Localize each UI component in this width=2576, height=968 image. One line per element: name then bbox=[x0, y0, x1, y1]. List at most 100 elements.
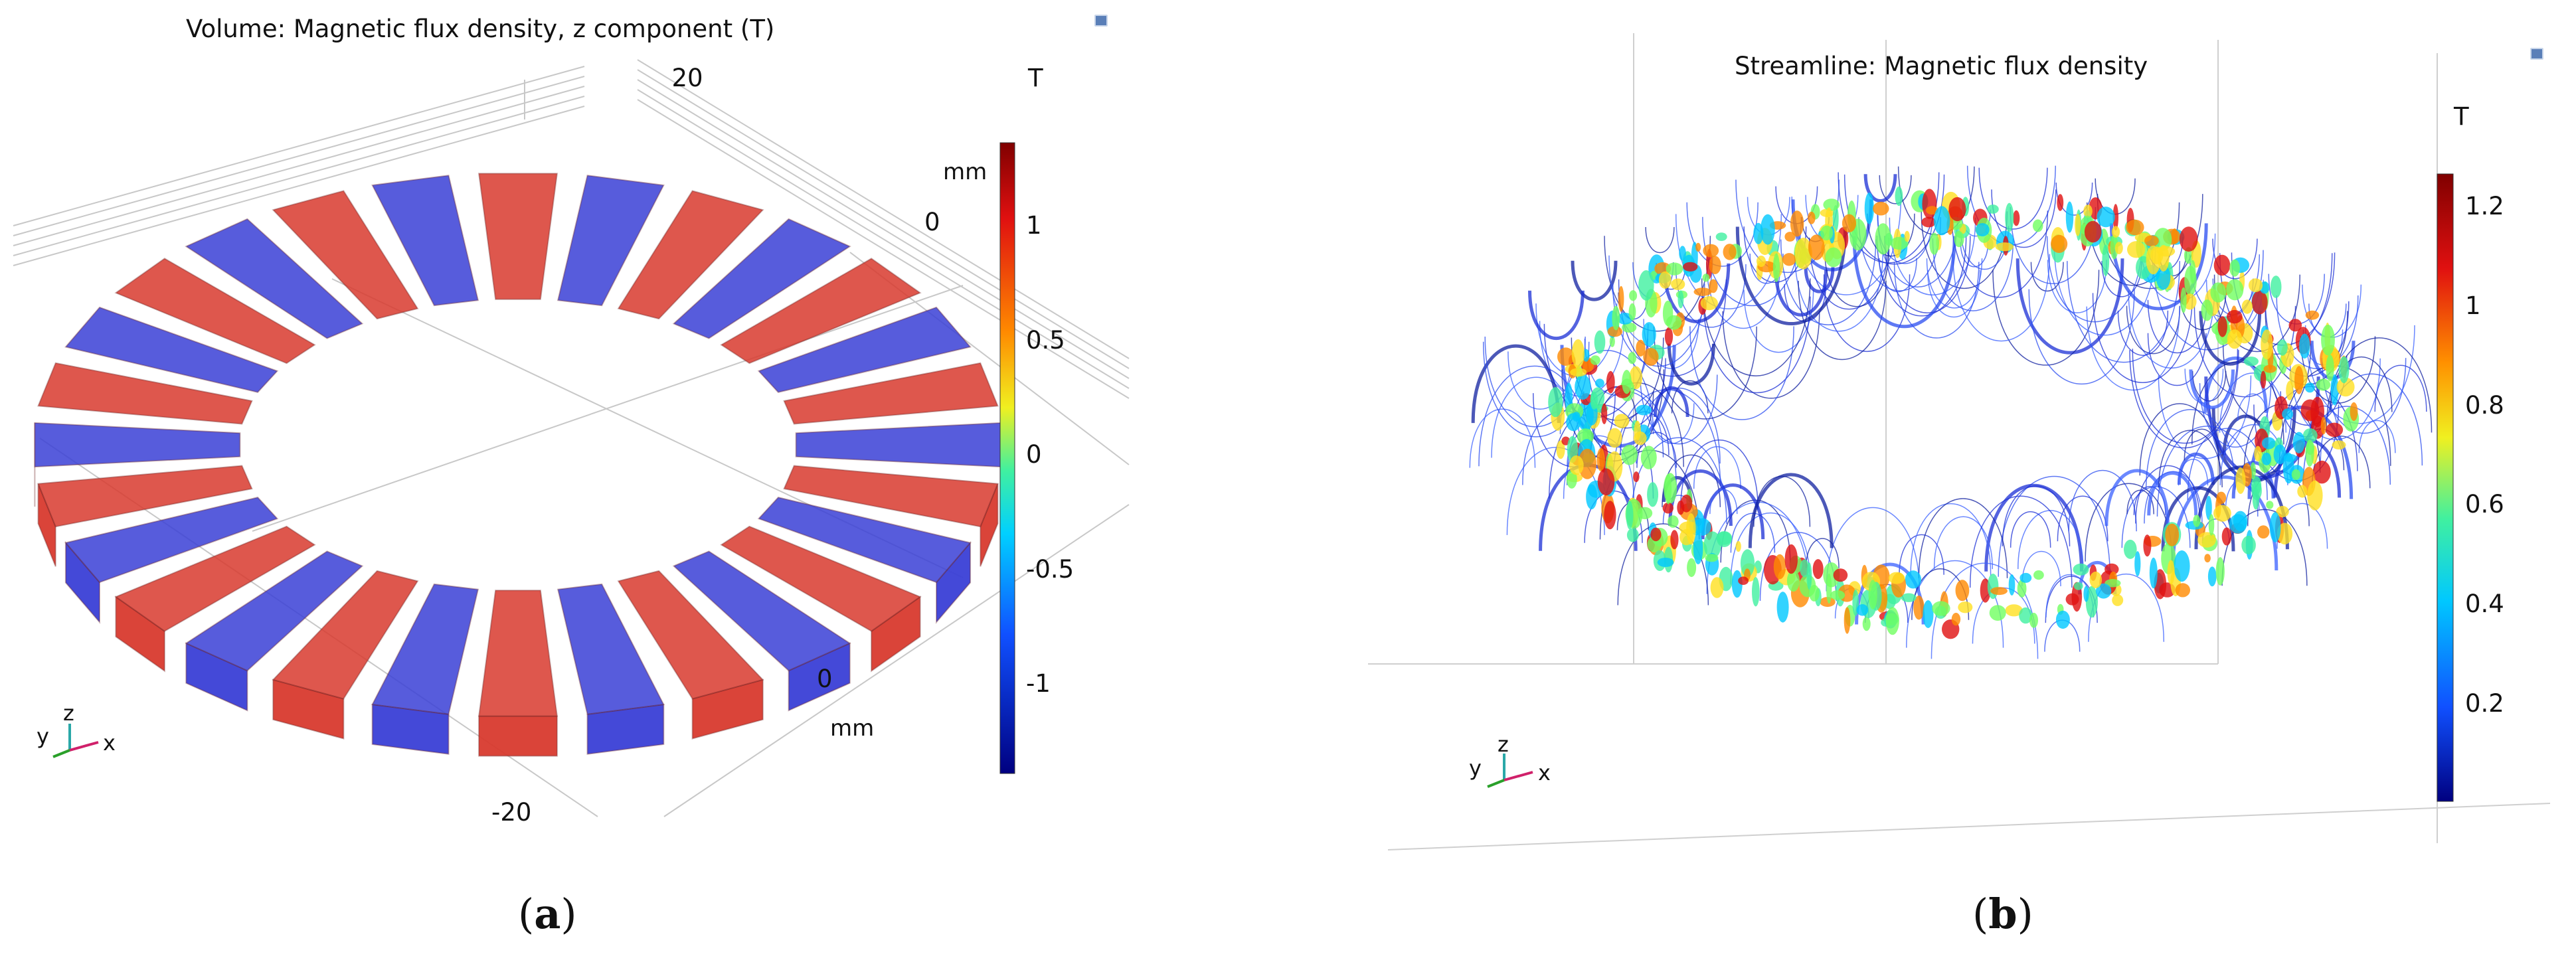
streamline bbox=[1824, 248, 1890, 307]
flux-segment bbox=[1989, 605, 2006, 621]
flux-segment bbox=[1864, 193, 1874, 224]
flux-segment bbox=[1595, 378, 1604, 388]
flux-segment bbox=[2075, 213, 2081, 236]
flux-segment bbox=[1808, 234, 1825, 260]
flux-segment bbox=[2216, 491, 2227, 505]
magnet-block bbox=[672, 550, 851, 672]
flux-segment bbox=[1820, 225, 1834, 240]
magnet-ring bbox=[34, 173, 1002, 757]
flux-segment bbox=[1622, 370, 1632, 394]
flux-segment bbox=[2204, 554, 2211, 563]
streamline bbox=[1571, 260, 1618, 301]
streamline bbox=[1899, 534, 1944, 575]
caption-a: (a) bbox=[518, 890, 577, 938]
flux-segment bbox=[2180, 287, 2187, 313]
flux-segment bbox=[2302, 428, 2318, 443]
flux-segment bbox=[2210, 282, 2227, 303]
flux-segment bbox=[2089, 571, 2103, 588]
flux-segment bbox=[1926, 206, 1938, 215]
flux-segment bbox=[2207, 566, 2217, 587]
flux-segment bbox=[2291, 469, 2300, 481]
flux-segment bbox=[1693, 287, 1712, 296]
streamline bbox=[1933, 516, 1994, 570]
flux-segment bbox=[1784, 544, 1798, 574]
flux-segment bbox=[1548, 387, 1563, 418]
magnet-block bbox=[477, 173, 558, 300]
flux-segment bbox=[1812, 559, 1824, 580]
flux-segment bbox=[1677, 290, 1684, 309]
flux-segment bbox=[1658, 271, 1672, 289]
streamline bbox=[2016, 258, 2124, 355]
flux-segment bbox=[1868, 580, 1877, 609]
flux-segment bbox=[1612, 305, 1620, 331]
flux-segment bbox=[1556, 440, 1565, 459]
flux-segment bbox=[2321, 324, 2335, 356]
colorbar-tick: 0.5 bbox=[1026, 326, 1065, 355]
flux-segment bbox=[2208, 514, 2215, 536]
flux-segment bbox=[2276, 506, 2289, 518]
flux-segment bbox=[1782, 253, 1796, 266]
magnet-block bbox=[371, 583, 479, 715]
flux-segment bbox=[1569, 455, 1584, 475]
streamline bbox=[2158, 430, 2223, 487]
flux-segment bbox=[1904, 230, 1910, 242]
flux-segment bbox=[2326, 355, 2334, 382]
flux-segment bbox=[1578, 448, 1596, 479]
flux-segment bbox=[2111, 226, 2120, 238]
flux-segment bbox=[2179, 226, 2198, 252]
streamline bbox=[1507, 351, 1573, 410]
axis-label-20: 20 bbox=[671, 64, 703, 92]
flux-segment bbox=[1664, 473, 1672, 505]
flux-segment bbox=[1856, 604, 1869, 616]
flux-segment bbox=[2226, 279, 2244, 301]
streamline bbox=[2002, 485, 2071, 546]
streamline bbox=[1910, 503, 1992, 576]
flux-segment bbox=[1702, 274, 1710, 282]
magnet-block bbox=[37, 362, 253, 425]
flux-segment bbox=[2260, 370, 2267, 389]
magnet-block bbox=[371, 175, 479, 307]
flux-segment bbox=[1609, 336, 1615, 347]
flux-segment bbox=[2019, 572, 2032, 583]
streamline bbox=[1927, 270, 1981, 318]
flux-segment bbox=[2154, 228, 2172, 251]
flux-segment bbox=[1664, 327, 1674, 346]
streamline bbox=[1671, 380, 1709, 414]
streamline bbox=[1735, 226, 1847, 326]
streamline bbox=[2289, 358, 2381, 440]
flux-segment bbox=[2112, 204, 2118, 231]
flux-segment bbox=[2266, 501, 2274, 509]
flux-segment bbox=[1921, 216, 1936, 228]
streamline bbox=[1884, 236, 1971, 313]
streamline bbox=[2126, 305, 2181, 355]
export-icon[interactable] bbox=[2530, 48, 2543, 60]
streamline bbox=[2068, 470, 2137, 532]
flux-segment bbox=[2243, 357, 2259, 366]
export-icon[interactable] bbox=[1094, 15, 1108, 27]
flux-segment bbox=[2305, 440, 2314, 467]
streamline bbox=[2184, 368, 2224, 404]
flux-segment bbox=[2261, 452, 2272, 465]
flux-segment bbox=[1842, 214, 1857, 232]
flux-segment bbox=[1790, 210, 1804, 237]
flux-segment bbox=[1929, 232, 1939, 255]
magnet-block bbox=[783, 362, 999, 425]
flux-segment bbox=[1823, 199, 1840, 211]
flux-segment bbox=[1800, 559, 1810, 578]
flux-segment bbox=[2055, 610, 2070, 629]
flux-segment bbox=[1575, 374, 1591, 400]
magnet-block bbox=[795, 422, 1002, 468]
streamline bbox=[1805, 538, 1840, 568]
colorbar-tick: 0.8 bbox=[2465, 391, 2504, 420]
flux-segment bbox=[1830, 590, 1846, 600]
streamline bbox=[2055, 183, 2093, 216]
axis-label-zero-bottom: 0 bbox=[817, 665, 833, 693]
flux-segment bbox=[1703, 244, 1719, 258]
magnet-block bbox=[757, 306, 972, 393]
flux-segment bbox=[1638, 270, 1654, 301]
streamline bbox=[1889, 217, 1976, 295]
caption-b: (b) bbox=[1972, 890, 2033, 938]
magnet-block bbox=[871, 596, 921, 673]
streamline bbox=[1471, 344, 1561, 424]
streamline bbox=[2030, 262, 2064, 291]
